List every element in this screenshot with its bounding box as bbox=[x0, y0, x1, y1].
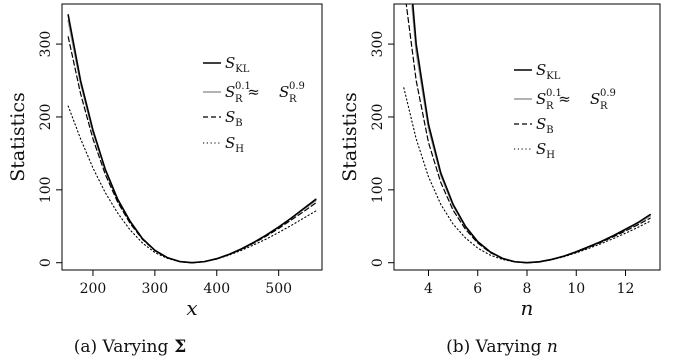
series-line-s-r bbox=[411, 4, 651, 264]
caption-symbol: n bbox=[542, 337, 558, 357]
y-tick-label: 200 bbox=[370, 104, 386, 131]
caption-symbol: Σ bbox=[168, 337, 186, 357]
x-tick-label: 10 bbox=[567, 281, 585, 297]
legend-label-part: S bbox=[536, 115, 546, 133]
y-tick-label: 200 bbox=[38, 104, 54, 131]
legend-label-part: KL bbox=[235, 64, 249, 75]
legend-label-part: ≈ bbox=[243, 83, 265, 101]
y-tick-label: 0 bbox=[38, 258, 54, 267]
legend-label-part: S bbox=[536, 61, 546, 79]
legend-label: SKL bbox=[536, 61, 561, 82]
legend-label: SKL bbox=[225, 54, 250, 75]
legend-label: SH bbox=[225, 134, 244, 155]
legend-label-part: R bbox=[289, 94, 297, 105]
legend-label-part: KL bbox=[546, 71, 560, 82]
x-axis-title: x bbox=[186, 296, 197, 320]
x-tick-label: 12 bbox=[617, 281, 635, 297]
legend-label: S0.1 R ≈ S0.9 R bbox=[536, 88, 616, 112]
y-tick-label: 100 bbox=[38, 176, 54, 203]
y-tick-label: 100 bbox=[370, 176, 386, 203]
x-tick-label: 300 bbox=[141, 281, 168, 297]
legend-label-part: S bbox=[590, 90, 600, 108]
legend-label-part: S bbox=[225, 54, 235, 72]
legend-label-part: S bbox=[225, 108, 235, 126]
legend-label: S0.1 R ≈ S0.9 R bbox=[225, 81, 305, 105]
legend-label-part: S bbox=[536, 90, 546, 108]
series-line-s-kl bbox=[411, 4, 651, 264]
legend-label-part: B bbox=[546, 125, 553, 136]
y-axis-title: Statistics bbox=[7, 92, 29, 182]
legend-label-part: R bbox=[235, 94, 243, 105]
legend-label-part: B bbox=[235, 118, 242, 129]
legend-label-part: H bbox=[235, 144, 244, 155]
series-line-s-h bbox=[67, 105, 317, 264]
legend-label-part: 0.1 bbox=[546, 88, 562, 99]
series-line-s-kl bbox=[67, 14, 317, 264]
legend-label-part: S bbox=[279, 83, 289, 101]
legend-label-part: ≈ bbox=[554, 90, 576, 108]
panel-caption: (a) Varying Σ bbox=[74, 337, 187, 357]
x-tick-label: 8 bbox=[523, 281, 532, 297]
legend-label-part: R bbox=[600, 101, 608, 112]
legend-label: SB bbox=[536, 115, 554, 136]
x-tick-label: 4 bbox=[424, 281, 433, 297]
x-tick-label: 400 bbox=[203, 281, 230, 297]
legend-label-part: S bbox=[225, 83, 235, 101]
legend-label-part: 0.1 bbox=[235, 81, 251, 92]
plot-frame bbox=[61, 3, 323, 271]
legend-label-part: 0.9 bbox=[600, 88, 616, 99]
series-line-s-b bbox=[405, 4, 651, 264]
y-axis-title: Statistics bbox=[339, 92, 361, 182]
caption-prefix: (a) Varying bbox=[74, 337, 169, 357]
legend-label-part: S bbox=[225, 134, 235, 152]
caption-prefix: (b) Varying bbox=[446, 337, 542, 357]
x-tick-label: 200 bbox=[80, 281, 107, 297]
panel-caption: (b) Varying n bbox=[446, 337, 558, 357]
legend-label-part: R bbox=[546, 101, 554, 112]
legend-label-part: H bbox=[546, 150, 555, 161]
legend-label: SB bbox=[225, 108, 243, 129]
series-line-s-b bbox=[67, 36, 317, 264]
y-tick-label: 300 bbox=[370, 31, 386, 58]
y-tick-label: 0 bbox=[370, 258, 386, 267]
legend-label-part: S bbox=[536, 140, 546, 158]
x-axis-title: n bbox=[521, 296, 534, 320]
x-tick-label: 6 bbox=[473, 281, 482, 297]
plot-frame bbox=[393, 3, 661, 271]
x-tick-label: 500 bbox=[265, 281, 292, 297]
legend-label-part: 0.9 bbox=[289, 81, 305, 92]
y-tick-label: 300 bbox=[38, 31, 54, 58]
legend-label: SH bbox=[536, 140, 555, 161]
